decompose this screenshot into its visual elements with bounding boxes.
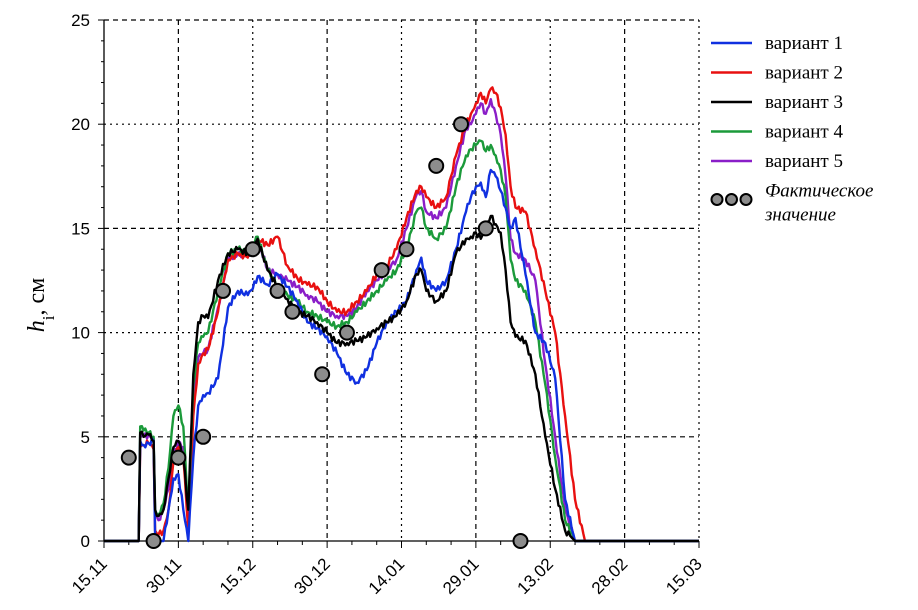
- x-tick-label: 13.02: [514, 554, 558, 598]
- y-tick-label: 10: [71, 324, 90, 343]
- legend-marker: [739, 193, 753, 206]
- series-lines: [104, 86, 699, 543]
- actual-point: [373, 262, 390, 279]
- legend-marker: [725, 193, 738, 206]
- actual-point: [398, 241, 415, 258]
- x-tick-label: 30.12: [290, 554, 334, 598]
- x-tick-label: 15.03: [662, 554, 706, 598]
- x-tick-label: 15.11: [68, 554, 111, 597]
- actual-point: [145, 533, 162, 549]
- axes: [98, 19, 700, 548]
- y-tick-labels: 0 5 10 15 20 25: [71, 11, 90, 551]
- actual-point: [314, 366, 331, 383]
- actual-point: [120, 449, 137, 466]
- actual-point: [477, 220, 494, 237]
- actual-point: [215, 282, 231, 299]
- legend-label: вариант 1: [765, 33, 843, 54]
- x-tick-labels: 15.11 30.11 15.12 30.12 14.01 29.01 13.02 28.02…: [68, 554, 706, 598]
- legend-label: вариант 5: [765, 151, 843, 172]
- y-tick-label: 25: [71, 11, 90, 30]
- y-axis-label: hi, см: [24, 278, 58, 333]
- legend-label: вариант 3: [765, 92, 843, 113]
- actual-points: [120, 116, 529, 549]
- y-tick-label: 20: [71, 115, 90, 134]
- actual-point: [170, 449, 187, 466]
- actual-point: [428, 157, 445, 174]
- x-tick-label: 14.01: [365, 554, 409, 598]
- actual-point: [453, 116, 469, 133]
- actual-point: [338, 324, 355, 341]
- legend-label: Фактическое: [765, 181, 873, 202]
- legend-marker: [710, 193, 724, 206]
- actual-point: [195, 428, 212, 445]
- y-tick-label: 5: [81, 428, 90, 447]
- actual-point: [244, 241, 261, 258]
- actual-point: [284, 303, 301, 320]
- x-tick-label: 29.01: [439, 554, 483, 598]
- legend-label: вариант 4: [765, 122, 843, 143]
- actual-point: [269, 282, 286, 299]
- x-tick-label: 28.02: [588, 554, 632, 598]
- legend-label: вариант 2: [765, 63, 843, 84]
- actual-point: [512, 533, 529, 549]
- x-tick-label: 30.11: [143, 554, 186, 597]
- series-line: [104, 214, 699, 543]
- y-tick-label: 0: [81, 532, 90, 551]
- y-tick-label: 15: [71, 219, 90, 238]
- legend: вариант 1 вариант 2 вариант 3 вариант 4 вари…: [710, 33, 873, 226]
- legend-label: значение: [764, 205, 836, 226]
- x-tick-label: 15.12: [216, 554, 260, 598]
